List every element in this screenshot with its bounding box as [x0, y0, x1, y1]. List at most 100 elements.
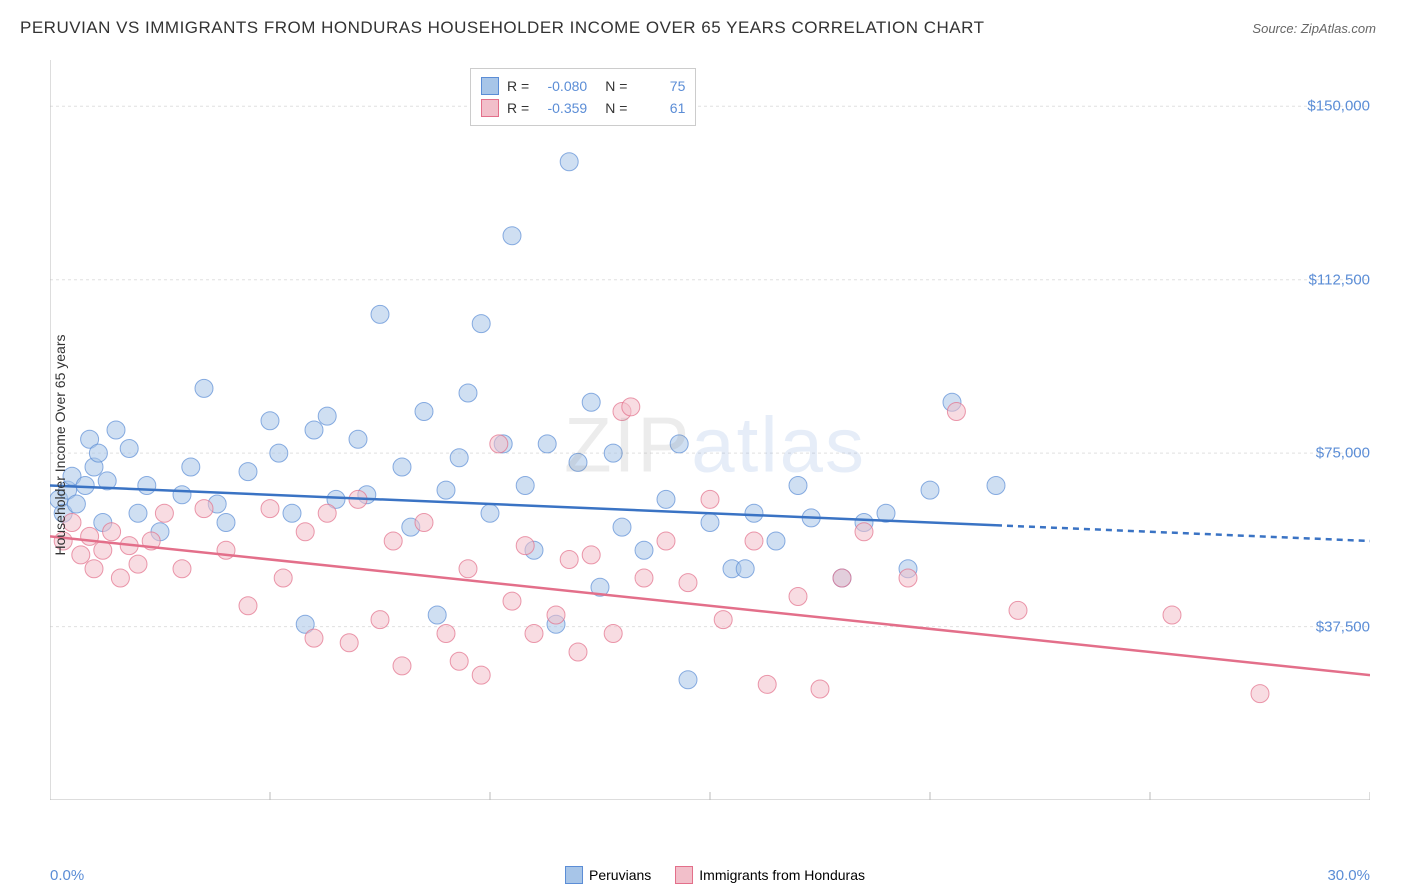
data-point	[582, 546, 600, 564]
legend-series-label: Peruvians	[589, 867, 651, 883]
data-point	[811, 680, 829, 698]
data-point	[85, 560, 103, 578]
stat-R-label: R =	[507, 78, 529, 94]
data-point	[415, 514, 433, 532]
y-tick-label: $112,500	[1309, 271, 1370, 288]
data-point	[120, 440, 138, 458]
data-point	[679, 671, 697, 689]
data-point	[459, 560, 477, 578]
data-point	[1163, 606, 1181, 624]
y-tick-label: $150,000	[1307, 98, 1370, 115]
data-point	[94, 541, 112, 559]
data-point	[318, 504, 336, 522]
data-point	[701, 514, 719, 532]
data-point	[67, 495, 85, 513]
stat-N-value: 75	[635, 78, 685, 94]
data-point	[195, 379, 213, 397]
data-point	[129, 555, 147, 573]
data-point	[604, 625, 622, 643]
data-point	[371, 305, 389, 323]
legend-swatch	[481, 99, 499, 117]
watermark-prefix: ZIP	[564, 401, 691, 489]
x-axis-max: 30.0%	[1327, 867, 1370, 884]
data-point	[318, 407, 336, 425]
data-point	[72, 546, 90, 564]
data-point	[560, 551, 578, 569]
data-point	[173, 486, 191, 504]
data-point	[270, 444, 288, 462]
data-point	[129, 504, 147, 522]
source-label: Source:	[1252, 21, 1297, 36]
series-legend: Peruvians Immigrants from Honduras	[565, 866, 865, 884]
data-point	[635, 541, 653, 559]
data-point	[349, 430, 367, 448]
data-point	[472, 666, 490, 684]
data-point	[296, 523, 314, 541]
data-point	[987, 477, 1005, 495]
data-point	[745, 532, 763, 550]
data-point	[393, 458, 411, 476]
chart-container: ZIPatlas Householder Income Over 65 year…	[50, 60, 1380, 830]
data-point	[525, 625, 543, 643]
stat-R-value: -0.359	[537, 100, 587, 116]
data-point	[657, 490, 675, 508]
y-tick-label: $75,000	[1316, 445, 1370, 462]
data-point	[195, 500, 213, 518]
data-point	[305, 421, 323, 439]
data-point	[714, 611, 732, 629]
data-point	[503, 592, 521, 610]
stat-N-label: N =	[605, 100, 627, 116]
data-point	[173, 560, 191, 578]
data-point	[428, 606, 446, 624]
data-point	[745, 504, 763, 522]
data-point	[758, 675, 776, 693]
source-link[interactable]: ZipAtlas.com	[1301, 21, 1376, 36]
data-point	[679, 574, 697, 592]
data-point	[89, 444, 107, 462]
data-point	[138, 477, 156, 495]
watermark: ZIPatlas	[564, 400, 866, 491]
data-point	[481, 504, 499, 522]
legend-series-label: Immigrants from Honduras	[699, 867, 865, 883]
data-point	[111, 569, 129, 587]
legend-swatch	[481, 77, 499, 95]
data-point	[239, 463, 257, 481]
data-point	[947, 403, 965, 421]
data-point	[217, 514, 235, 532]
stat-N-value: 61	[635, 100, 685, 116]
data-point	[921, 481, 939, 499]
data-point	[437, 481, 455, 499]
data-point	[283, 504, 301, 522]
data-point	[503, 227, 521, 245]
data-point	[261, 500, 279, 518]
y-tick-label: $37,500	[1316, 618, 1370, 635]
data-point	[81, 527, 99, 545]
chart-title: PERUVIAN VS IMMIGRANTS FROM HONDURAS HOU…	[20, 18, 984, 38]
data-point	[899, 569, 917, 587]
data-point	[459, 384, 477, 402]
data-point	[1009, 601, 1027, 619]
data-point	[107, 421, 125, 439]
source-attribution: Source: ZipAtlas.com	[1252, 21, 1376, 36]
data-point	[371, 611, 389, 629]
correlation-legend: R =-0.080N =75R =-0.359N =61	[470, 68, 696, 126]
data-point	[472, 315, 490, 333]
data-point	[450, 449, 468, 467]
data-point	[767, 532, 785, 550]
data-point	[736, 560, 754, 578]
data-point	[538, 435, 556, 453]
data-point	[384, 532, 402, 550]
data-point	[789, 588, 807, 606]
data-point	[450, 652, 468, 670]
data-point	[490, 435, 508, 453]
data-point	[182, 458, 200, 476]
stat-R-value: -0.080	[537, 78, 587, 94]
legend-stat-row: R =-0.359N =61	[481, 97, 685, 119]
data-point	[569, 643, 587, 661]
data-point	[103, 523, 121, 541]
y-axis-label: Householder Income Over 65 years	[52, 335, 68, 556]
legend-swatch	[565, 866, 583, 884]
data-point	[305, 629, 323, 647]
stat-N-label: N =	[605, 78, 627, 94]
data-point	[560, 153, 578, 171]
